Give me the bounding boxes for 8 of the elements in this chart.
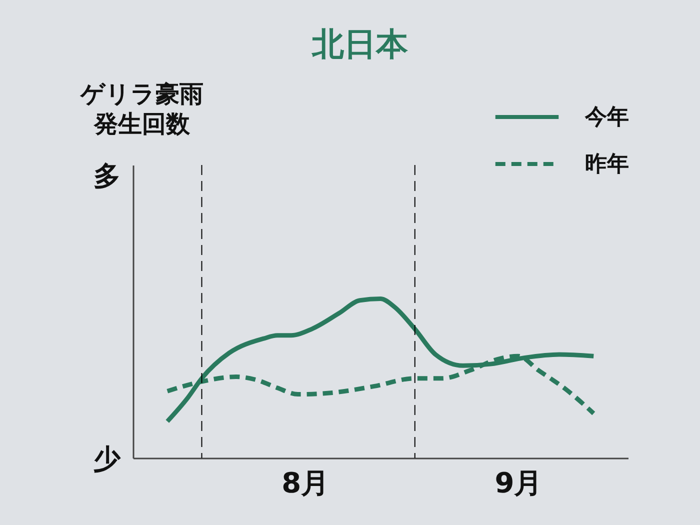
x-tick-label: 8月 xyxy=(282,466,330,500)
text: 少 xyxy=(94,444,122,475)
legend-label: 今年 xyxy=(584,105,629,130)
legend-label: 昨年 xyxy=(585,152,629,177)
chart-title: 北日本 xyxy=(311,25,409,63)
x-tick-label: 9月 xyxy=(494,466,542,500)
text: ゲリラ豪雨発生回数 xyxy=(80,80,204,138)
text: 多 xyxy=(94,161,120,192)
